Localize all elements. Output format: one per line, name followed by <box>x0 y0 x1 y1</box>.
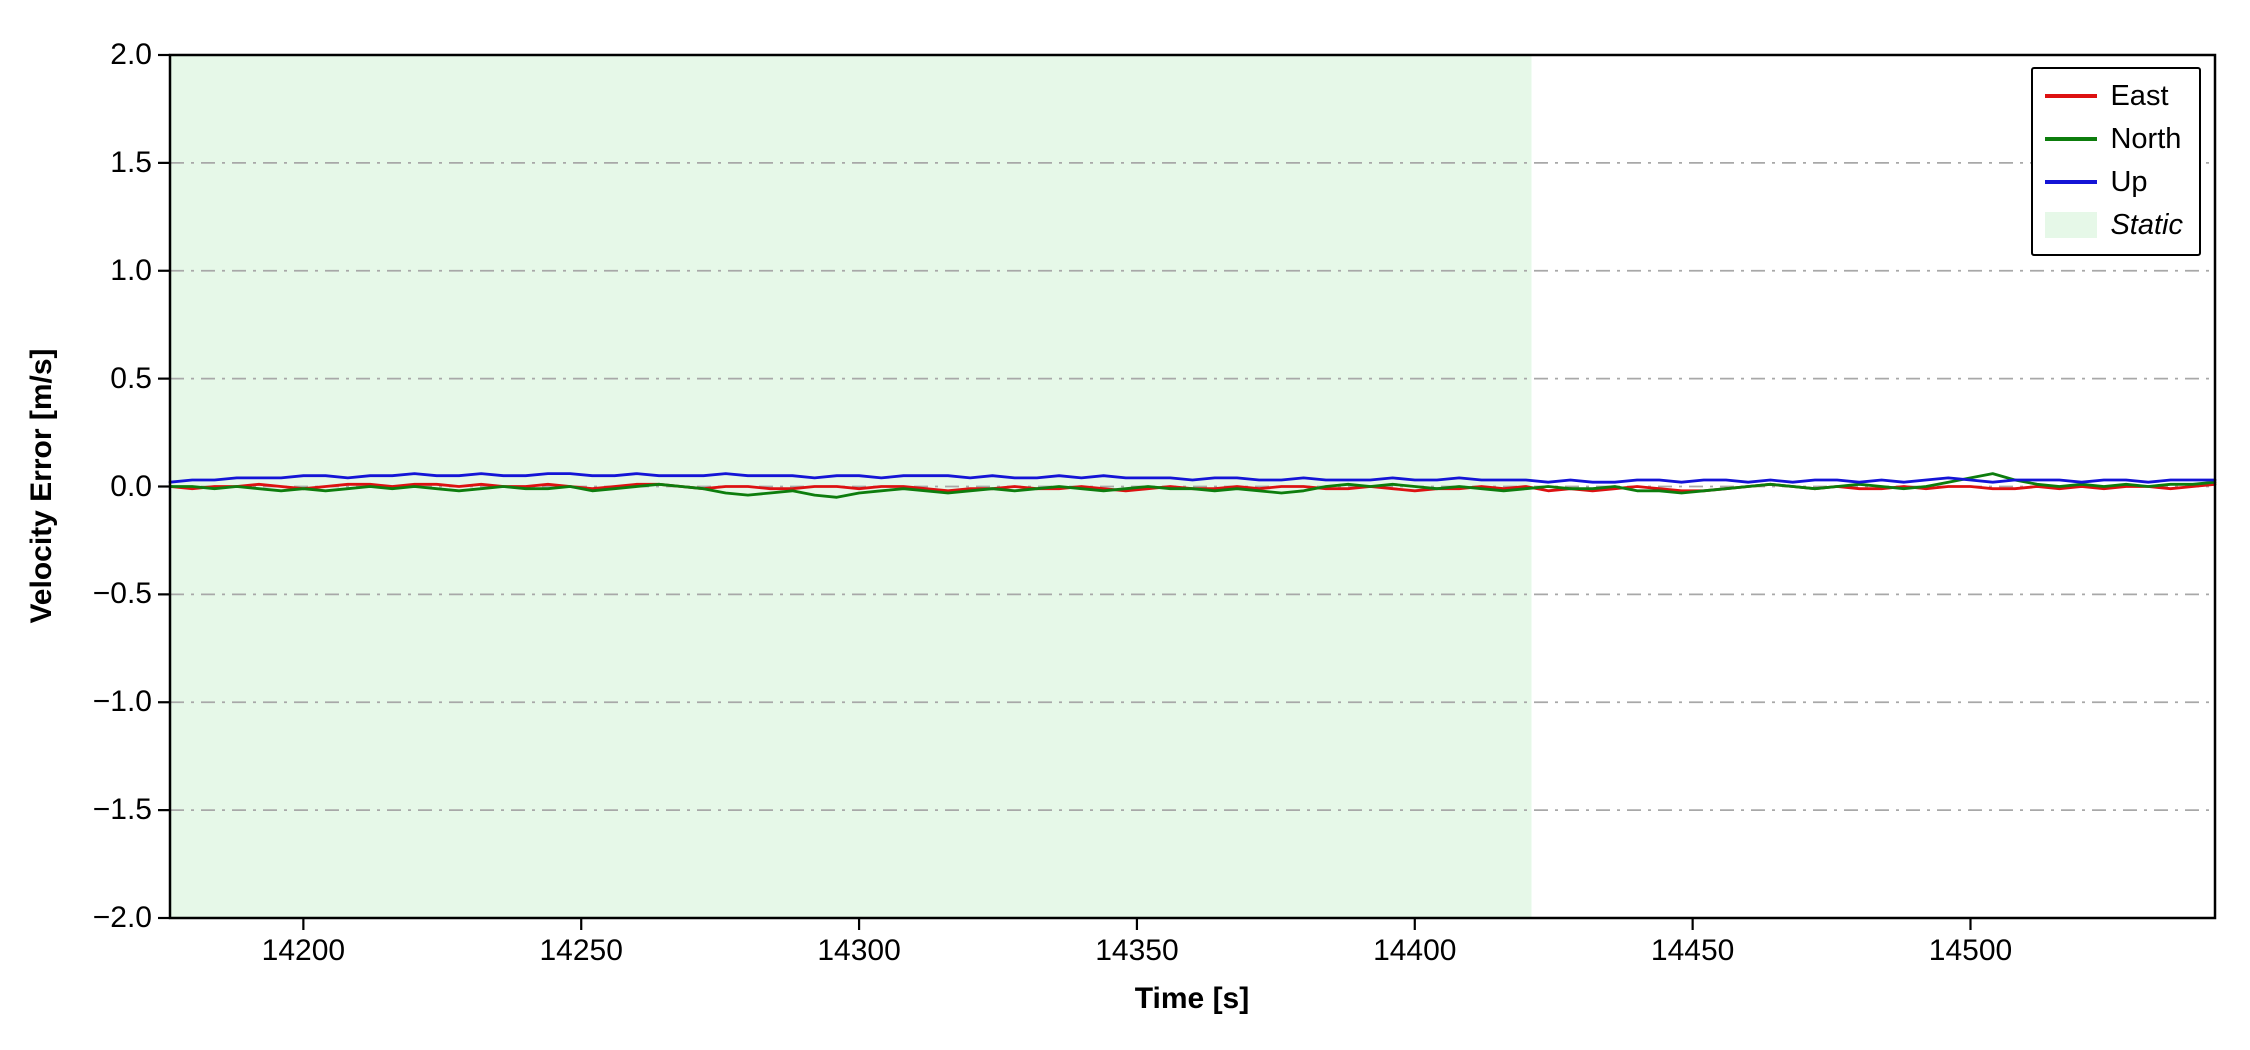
x-tick-label: 14350 <box>1095 934 1179 967</box>
y-axis-label: Velocity Error [m/s] <box>25 348 58 624</box>
x-tick-label: 14400 <box>1373 934 1457 967</box>
x-tick-label: 14200 <box>261 934 346 967</box>
legend: East North Up Static <box>2031 67 2201 256</box>
x-tick-label: 14250 <box>539 934 623 967</box>
y-tick-labels: 2.0 1.5 1.0 0.5 0.0 −0.5 −1.0 −1.5 −2.0 <box>0 0 152 1050</box>
series-line-north <box>168 472 2217 499</box>
series-line-up <box>168 472 2217 484</box>
y-tick-label: −2.0 <box>92 901 152 934</box>
legend-label-east: East <box>2110 79 2169 112</box>
x-tick-label: 14500 <box>1928 934 2013 967</box>
up-line-swatch <box>2045 180 2098 184</box>
legend-label-static: Static <box>2110 208 2183 241</box>
legend-item-north: North <box>2045 120 2183 158</box>
east-line-swatch <box>2045 94 2098 98</box>
y-tick-label: −1.0 <box>92 685 152 719</box>
y-tick-label: 2.0 <box>110 38 152 71</box>
legend-label-up: Up <box>2110 165 2148 198</box>
y-tick-label: 0.0 <box>110 469 152 503</box>
legend-label-north: North <box>2110 122 2182 155</box>
y-tick-label: 1.0 <box>110 253 152 287</box>
x-tick-label: 14450 <box>1650 934 1735 967</box>
y-tick-label: −0.5 <box>92 577 152 611</box>
y-tick-label: 1.5 <box>110 145 152 179</box>
legend-item-static: Static <box>2045 206 2183 244</box>
x-tick-labels: 14200 14250 14300 14350 14400 14450 14500 <box>0 934 2250 970</box>
legend-item-east: East <box>2045 77 2183 115</box>
y-tick-label: 0.5 <box>110 361 152 395</box>
x-axis-label: Time [s] <box>1134 982 1250 1015</box>
north-line-swatch <box>2045 137 2098 141</box>
static-patch-swatch <box>2045 212 2098 238</box>
y-tick-label: −1.5 <box>92 793 152 827</box>
x-tick-label: 14300 <box>817 934 901 967</box>
legend-item-up: Up <box>2045 163 2183 201</box>
